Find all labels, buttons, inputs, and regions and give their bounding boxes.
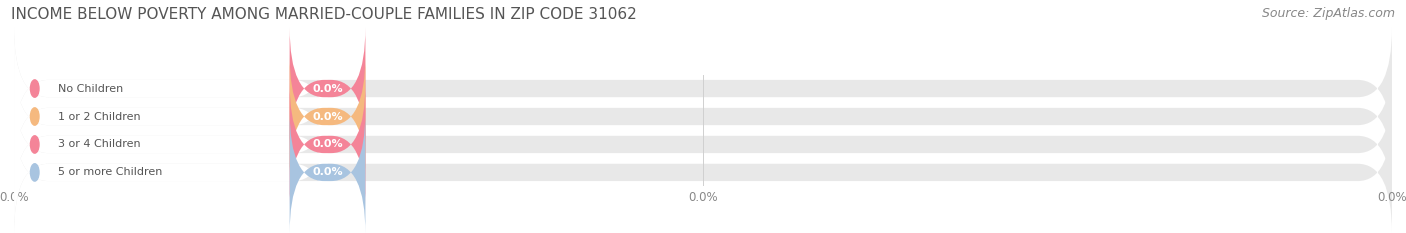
Text: 0.0%: 0.0% [312,84,343,93]
Text: 0.0%: 0.0% [312,112,343,121]
FancyBboxPatch shape [14,27,328,150]
Text: INCOME BELOW POVERTY AMONG MARRIED-COUPLE FAMILIES IN ZIP CODE 31062: INCOME BELOW POVERTY AMONG MARRIED-COUPL… [11,7,637,22]
Text: 0.0%: 0.0% [312,140,343,149]
FancyBboxPatch shape [14,27,1392,150]
FancyBboxPatch shape [14,111,328,233]
FancyBboxPatch shape [290,55,366,178]
Text: 0.0%: 0.0% [312,168,343,177]
FancyBboxPatch shape [14,55,1392,178]
Circle shape [31,164,39,181]
Text: 5 or more Children: 5 or more Children [58,168,163,177]
FancyBboxPatch shape [290,111,366,233]
FancyBboxPatch shape [290,27,366,150]
Text: No Children: No Children [58,84,124,93]
Circle shape [31,80,39,97]
Text: 3 or 4 Children: 3 or 4 Children [58,140,141,149]
Circle shape [31,136,39,153]
Circle shape [31,108,39,125]
FancyBboxPatch shape [14,111,1392,233]
FancyBboxPatch shape [14,83,1392,206]
FancyBboxPatch shape [14,55,328,178]
FancyBboxPatch shape [14,83,328,206]
FancyBboxPatch shape [290,83,366,206]
Text: 1 or 2 Children: 1 or 2 Children [58,112,141,121]
Text: Source: ZipAtlas.com: Source: ZipAtlas.com [1261,7,1395,20]
